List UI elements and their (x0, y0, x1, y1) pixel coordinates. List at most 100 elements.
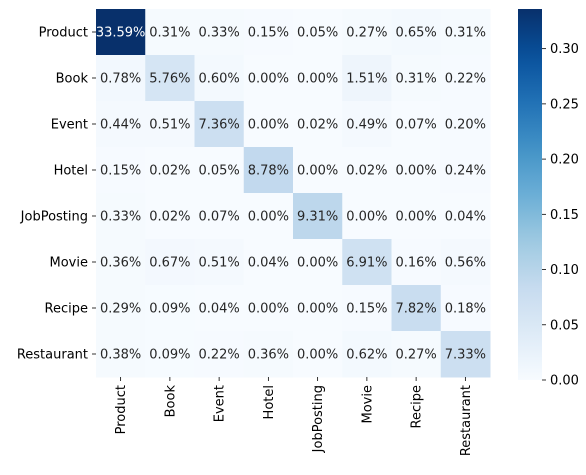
cell-value-label: 0.04% (198, 302, 239, 317)
heatmap-cell-restaurant-hotel (243, 331, 294, 378)
cell-value-label: 0.00% (297, 348, 338, 363)
heatmap-cell-restaurant-restaurant (440, 331, 491, 378)
cell-value-label: 0.15% (248, 26, 289, 41)
heatmap-cell-movie-product (96, 239, 146, 286)
heatmap-cell-product-product (96, 9, 146, 56)
heatmap-cell-product-event (194, 9, 245, 56)
x-tick-label-book: Book (163, 385, 178, 418)
cell-value-label: 0.56% (445, 256, 486, 271)
colorbar-tick-label: 0.15 (550, 208, 579, 223)
heatmap-cell-hotel-jobposting (293, 147, 343, 194)
cell-value-label: 0.31% (445, 26, 486, 41)
x-tick-label-event: Event (213, 385, 228, 422)
x-tick-label-restaurant: Restaurant (459, 385, 474, 456)
heatmap-cell-movie-jobposting (293, 239, 343, 286)
heatmap-cell-event-jobposting (293, 101, 343, 148)
cell-value-label: 0.24% (445, 164, 486, 179)
cell-value-label: 0.09% (149, 348, 190, 363)
colorbar-tick-label: 0.05 (550, 318, 579, 333)
heatmap-cell-recipe-hotel (243, 285, 294, 332)
heatmap-cell-book-hotel (243, 55, 294, 102)
heatmap-cell-hotel-hotel (243, 147, 294, 194)
cell-value-label: 0.51% (149, 118, 190, 133)
heatmap-cell-restaurant-product (96, 331, 146, 378)
cell-value-label: 0.02% (346, 164, 387, 179)
heatmap-cell-jobposting-jobposting (293, 193, 343, 240)
heatmap-cell-event-product (96, 101, 146, 148)
heatmap-cell-movie-movie (342, 239, 392, 286)
x-tick-label-recipe: Recipe (410, 385, 425, 428)
heatmap-cell-event-book (145, 101, 195, 148)
cell-value-label: 0.00% (297, 164, 338, 179)
heatmap-cell-book-movie (342, 55, 392, 102)
heatmap-cell-product-hotel (243, 9, 294, 56)
heatmap-cell-jobposting-movie (342, 193, 392, 240)
row-labels: Product Book Event Hotel JobPosting Movie Reci… (17, 26, 96, 363)
heatmap-cell-jobposting-hotel (243, 193, 294, 240)
heatmap-cell-hotel-restaurant (440, 147, 491, 194)
cell-value-label: 0.09% (149, 302, 190, 317)
heatmap-cell-recipe-product (96, 285, 146, 332)
colorbar-tick-label: 0.10 (550, 263, 579, 278)
cell-value-label: 0.00% (297, 302, 338, 317)
cell-value-label: 0.27% (346, 26, 387, 41)
heatmap-cell-book-restaurant (440, 55, 491, 102)
cell-value-label: 0.04% (248, 256, 289, 271)
cell-value-label: 0.00% (297, 256, 338, 271)
cell-value-label: 0.07% (395, 118, 436, 133)
heatmap-cell-recipe-recipe (391, 285, 442, 332)
y-tick-label-event: Event (51, 118, 88, 133)
heatmap-cell-recipe-book (145, 285, 195, 332)
colorbar-tick-label: 0.00 (550, 374, 579, 389)
cell-value-label: 0.22% (445, 72, 486, 87)
heatmap-cell-hotel-movie (342, 147, 392, 194)
x-tick-label-hotel: Hotel (262, 385, 277, 419)
cell-value-label: 0.00% (297, 72, 338, 87)
heatmap-cell-recipe-event (194, 285, 245, 332)
heatmap-cell-movie-recipe (391, 239, 442, 286)
heatmap-cell-jobposting-recipe (391, 193, 442, 240)
heatmap-cell-recipe-movie (342, 285, 392, 332)
cell-value-label: 0.02% (149, 164, 190, 179)
cell-value-label: 5.76% (149, 72, 190, 87)
cell-value-label: 0.20% (445, 118, 486, 133)
colorbar-gradient (518, 9, 542, 380)
heatmap-cell-restaurant-movie (342, 331, 392, 378)
cell-value-label: 0.00% (248, 72, 289, 87)
heatmap-cell-recipe-restaurant (440, 285, 491, 332)
heatmap-cell-event-restaurant (440, 101, 491, 148)
colorbar-tick-label: 0.30 (550, 42, 579, 57)
cell-value-label: 0.00% (395, 210, 436, 225)
x-tick-label-movie: Movie (360, 385, 375, 423)
heatmap-cell-movie-book (145, 239, 195, 286)
cell-value-label: 0.02% (149, 210, 190, 225)
heatmap-cell-jobposting-product (96, 193, 146, 240)
heatmap-cell-product-movie (342, 9, 392, 56)
heatmap-cell-book-recipe (391, 55, 442, 102)
heatmap-cell-restaurant-jobposting (293, 331, 343, 378)
heatmap-cells: 33.59% 0.31% 0.33% 0.15% 0.05% 0.27% 0.65% 0.31… (96, 9, 491, 378)
heatmap-cell-movie-restaurant (440, 239, 491, 286)
y-tick-label-recipe: Recipe (45, 302, 88, 317)
cell-value-label: 0.33% (198, 26, 239, 41)
cell-value-label: 0.44% (100, 118, 141, 133)
heatmap-cell-product-jobposting (293, 9, 343, 56)
cell-value-label: 0.05% (198, 164, 239, 179)
x-tick-label-product: Product (114, 385, 129, 434)
heatmap-cell-movie-event (194, 239, 245, 286)
cell-value-label: 0.00% (346, 210, 387, 225)
heatmap-cell-hotel-book (145, 147, 195, 194)
heatmap-cell-product-book (145, 9, 195, 56)
cell-value-label: 0.07% (198, 210, 239, 225)
cell-value-label: 0.62% (346, 348, 387, 363)
cell-value-label: 0.27% (395, 348, 436, 363)
cell-value-label: 0.00% (248, 210, 289, 225)
cell-value-label: 0.02% (297, 118, 338, 133)
heatmap-cell-event-event (194, 101, 245, 148)
x-tick-label-jobposting: JobPosting (311, 385, 326, 453)
cell-value-label: 0.78% (100, 72, 141, 87)
heatmap-cell-jobposting-book (145, 193, 195, 240)
heatmap-cell-jobposting-restaurant (440, 193, 491, 240)
colorbar-tick-label: 0.20 (550, 153, 579, 168)
cell-value-label: 0.16% (395, 256, 436, 271)
